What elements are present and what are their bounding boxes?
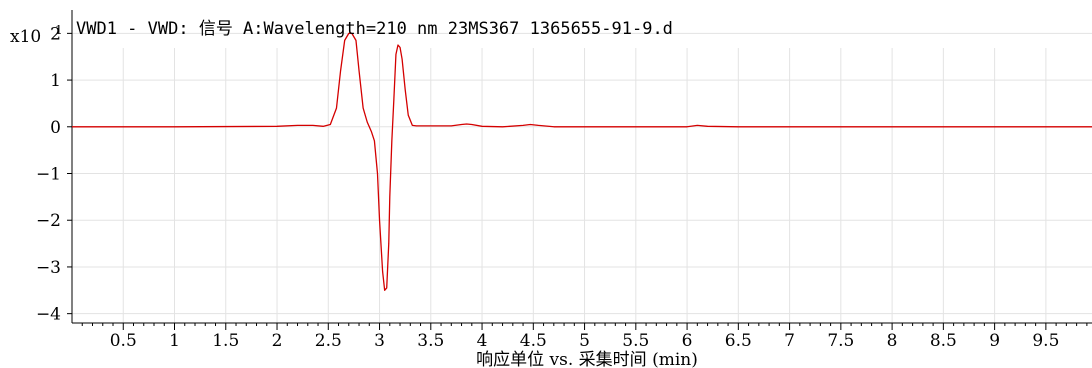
x-tick-label: 6 [682,331,693,351]
x-tick-label: 0.5 [110,331,137,351]
series-line [72,32,1092,291]
x-tick-label: 8 [887,331,898,351]
x-tick-label: 6.5 [725,331,752,351]
chart-title: VWD1 - VWD: 信号 A:Wavelength=210 nm 23MS3… [76,19,673,39]
x-tick-label: 1 [169,331,180,351]
x-tick-label: 2 [272,331,283,351]
y-tick-label: 2 [50,24,61,44]
y-tick-label: −3 [36,258,61,278]
x-tick-label: 9.5 [1032,331,1059,351]
y-exponent-label: 1 [55,23,63,37]
x-tick-label: 7.5 [827,331,854,351]
y-tick-label: 0 [50,118,61,138]
y-tick-label: 1 [50,71,61,91]
x-tick-label: 4 [477,331,488,351]
x-tick-label: 8.5 [930,331,957,351]
x-tick-label: 9 [989,331,1000,351]
y-tick-label: −2 [36,211,61,231]
y-tick-label: −1 [36,165,61,185]
x-tick-label: 7 [784,331,795,351]
y-multiplier-label: x10 [10,27,41,47]
axis-ticks: 0.5 1 1.5 2 2.5 3 3.5 4 4.5 5 5.5 6 6.5 7 7.5 8 8.5 9 9.5 2… [36,24,1088,351]
y-tick-label: −4 [36,305,61,325]
series-layer [72,32,1092,291]
x-tick-label: 3 [374,331,385,351]
x-tick-label: 2.5 [315,331,342,351]
x-tick-label: 5.5 [622,331,649,351]
x-tick-label: 5 [579,331,590,351]
x-tick-label: 1.5 [212,331,239,351]
x-tick-label: 3.5 [417,331,444,351]
x-tick-label: 4.5 [520,331,547,351]
x-axis-label: 响应单位 vs. 采集时间 (min) [476,350,698,368]
